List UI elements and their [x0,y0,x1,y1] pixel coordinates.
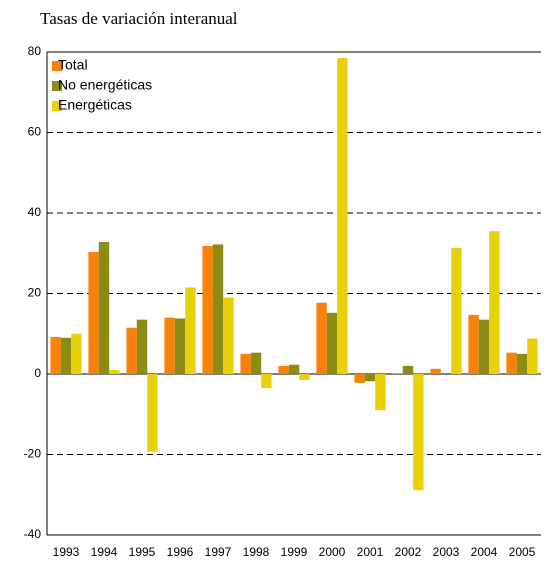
bar [164,317,175,374]
x-tick-label: 1993 [53,545,80,559]
bar [478,319,490,374]
x-tick-label: 2005 [509,545,536,559]
x-tick-label: 1994 [91,545,118,559]
legend-swatch [52,81,62,91]
bar [516,353,528,374]
x-tick-label: 2001 [357,545,384,559]
x-tick-label: 2000 [319,545,346,559]
x-tick-label: 1995 [129,545,156,559]
bar [71,333,82,374]
bar [250,352,262,374]
y-tick-label: 80 [28,44,42,58]
bar [413,374,424,491]
bar [337,58,348,374]
x-tick-label: 1997 [205,545,232,559]
y-tick-label: 20 [28,286,42,300]
bar [50,336,61,374]
y-tick-label: 60 [28,125,42,139]
bar [375,374,386,411]
bar [354,374,365,383]
bar [392,373,403,374]
bar [489,231,500,374]
bar [506,352,517,374]
bar [278,365,289,374]
bar [136,319,148,374]
bar [326,312,338,374]
bar [126,327,137,374]
legend-swatch [52,61,62,71]
bar [147,374,158,452]
bar [185,287,196,374]
y-tick-label: -40 [24,527,42,541]
x-tick-label: 1998 [243,545,270,559]
bar [88,252,99,374]
legend-label: Energéticas [58,97,132,113]
x-tick-label: 1996 [167,545,194,559]
x-tick-label: 2003 [433,545,460,559]
bar [223,297,234,374]
y-tick-label: 40 [28,205,42,219]
bar [364,374,376,382]
legend-swatch [52,101,62,111]
legend-label: No energéticas [58,77,152,93]
chart-title: Tasas de variación interanual [40,9,238,28]
bar [451,248,462,374]
y-tick-label: -20 [24,447,42,461]
bar [527,338,538,374]
bar [299,374,310,381]
bar [288,364,300,374]
y-tick-label: 0 [34,366,41,380]
bar [60,337,72,374]
bar [468,314,479,374]
bar [402,365,414,374]
bar [212,244,224,374]
bar [261,374,272,389]
bar [202,246,213,374]
legend-label: Total [58,57,88,73]
bar [174,318,186,374]
x-tick-label: 2004 [471,545,498,559]
bar [316,302,327,374]
bar [98,241,110,374]
x-tick-label: 1999 [281,545,308,559]
bar [109,369,120,374]
bar [430,368,441,374]
bar [240,353,251,374]
x-tick-label: 2002 [395,545,422,559]
